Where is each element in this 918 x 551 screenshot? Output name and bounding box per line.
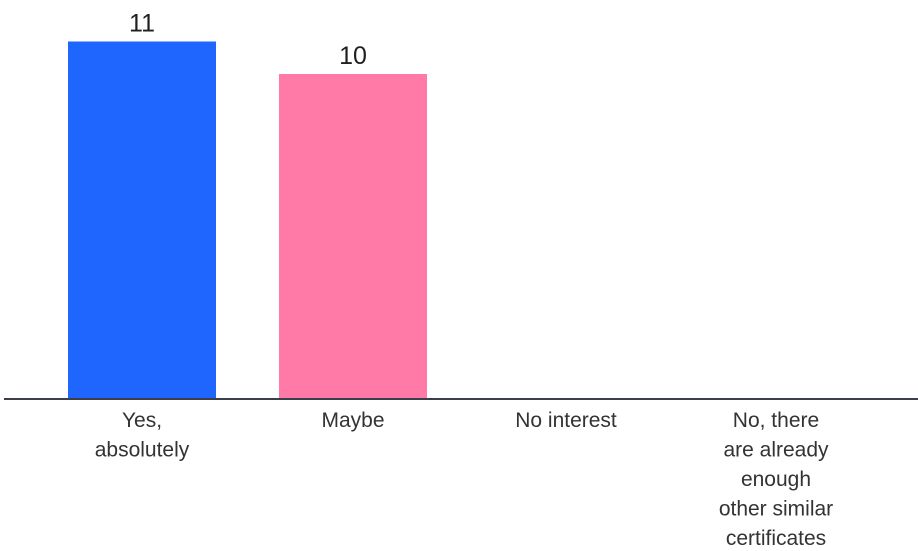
- category-label-line: Maybe: [321, 409, 384, 432]
- category-label-line: other similar: [719, 498, 833, 521]
- category-label-line: No interest: [515, 409, 617, 432]
- value-labels-group: 11 10: [129, 10, 367, 71]
- category-label-line: No, there: [733, 409, 819, 432]
- category-label-line: Yes,: [122, 409, 162, 432]
- category-labels-group: Yes, absolutely Maybe No interest No, there a…: [95, 409, 833, 550]
- category-label-3: No, there are already enough other similar c…: [719, 409, 833, 550]
- value-label-0: 11: [129, 10, 155, 38]
- category-label-line: enough: [741, 468, 811, 491]
- category-label-2: No interest: [515, 409, 617, 432]
- category-label-line: are already: [723, 439, 829, 462]
- category-label-line: certificates: [726, 527, 826, 550]
- value-label-1: 10: [339, 42, 367, 70]
- category-label-0: Yes, absolutely: [95, 409, 190, 462]
- bars-group: [68, 41, 427, 399]
- bar-0: [68, 41, 216, 399]
- category-label-line: absolutely: [95, 439, 190, 462]
- bar-1: [279, 74, 427, 399]
- category-label-1: Maybe: [321, 409, 384, 432]
